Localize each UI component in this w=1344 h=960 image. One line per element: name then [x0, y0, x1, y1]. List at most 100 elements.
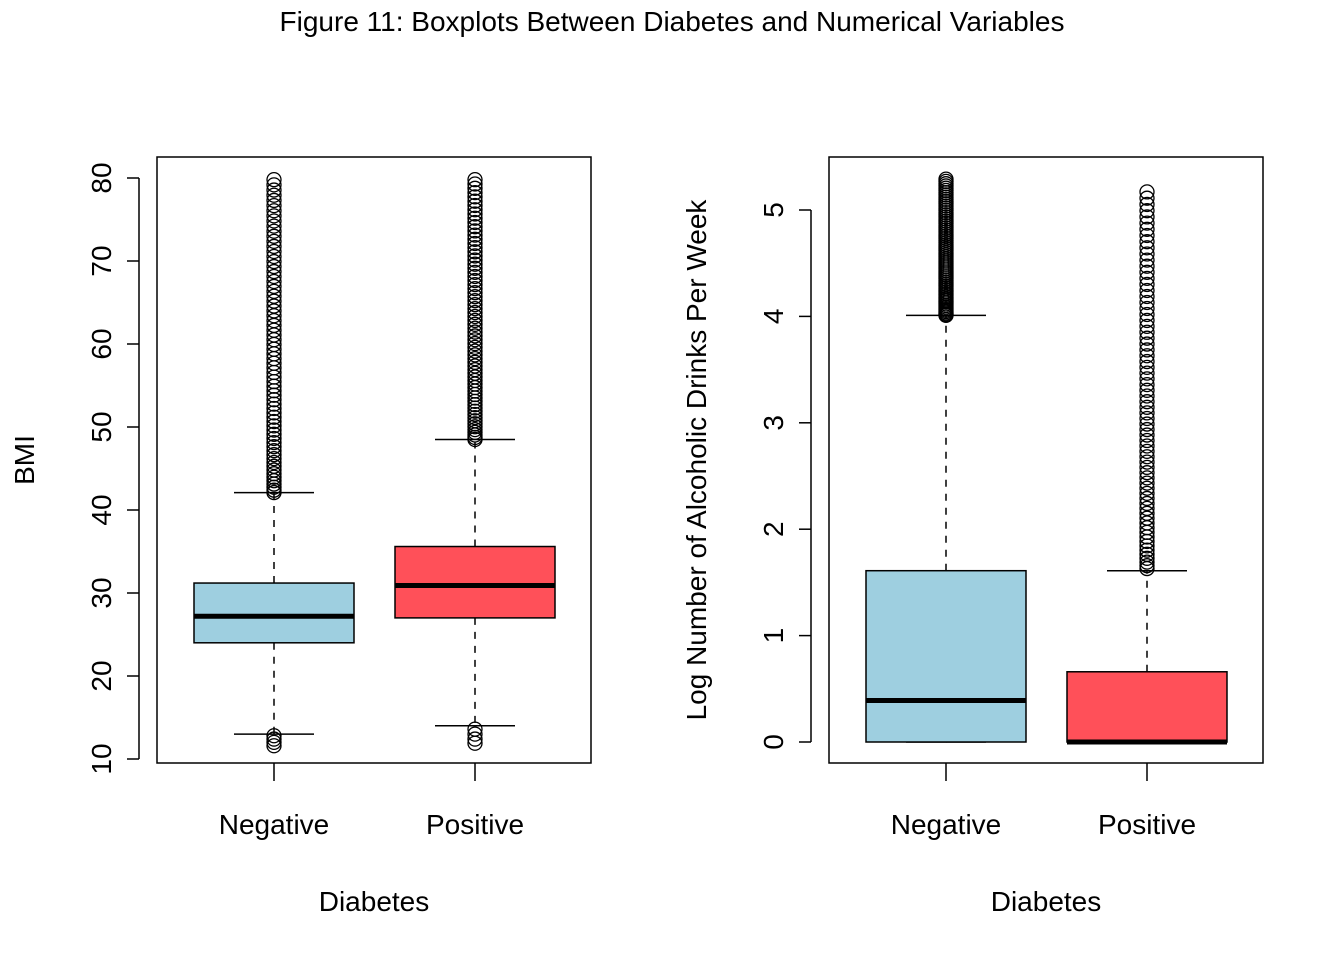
- outlier-point: [1139, 318, 1155, 335]
- outlier-point: [1139, 203, 1155, 219]
- outlier-point: [1139, 342, 1155, 358]
- outlier-point: [266, 430, 282, 447]
- outlier-point: [467, 347, 483, 363]
- outlier-point: [1139, 510, 1155, 526]
- outlier-point: [1139, 215, 1155, 231]
- outlier-point: [467, 413, 483, 429]
- outlier-point: [1139, 252, 1155, 268]
- y-tick-label: 4: [758, 309, 789, 325]
- outlier-point: [1139, 282, 1155, 299]
- y-tick-label: 5: [758, 202, 789, 218]
- outlier-point: [1139, 470, 1155, 486]
- outlier-point: [266, 233, 282, 250]
- outlier-point: [467, 189, 483, 205]
- outlier-point: [467, 219, 483, 235]
- outlier-point: [1139, 246, 1155, 262]
- outlier-point: [266, 177, 282, 193]
- outlier-point: [266, 413, 282, 430]
- outlier-point: [1139, 485, 1155, 502]
- y-tick-label: 40: [86, 494, 117, 525]
- outlier-point: [467, 312, 483, 329]
- outlier-point: [1139, 427, 1155, 443]
- outlier-point: [1139, 554, 1155, 570]
- outlier-point: [467, 276, 483, 293]
- outlier-point: [1139, 465, 1155, 481]
- outlier-point: [1139, 371, 1155, 387]
- outliers: [1139, 184, 1155, 577]
- outlier-point: [467, 244, 483, 260]
- outlier-point: [266, 443, 282, 459]
- outlier-point: [266, 283, 282, 300]
- y-tick-label: 10: [86, 743, 117, 774]
- alcohol-boxplot-panel: Log Number of Alcoholic Drinks Per Week …: [681, 156, 1264, 917]
- outlier-point: [467, 335, 483, 352]
- outlier-point: [266, 182, 282, 198]
- outlier-point: [1139, 490, 1155, 507]
- outlier-point: [1139, 234, 1155, 250]
- outlier-point: [467, 264, 483, 281]
- outlier-point: [467, 214, 483, 231]
- outlier-point: [1139, 240, 1155, 256]
- outlier-point: [467, 202, 483, 218]
- outlier-point: [266, 426, 282, 442]
- outlier-point: [1139, 324, 1155, 340]
- outlier-point: [467, 403, 483, 419]
- outlier-point: [467, 293, 483, 309]
- y-axis-label: Log Number of Alcoholic Drinks Per Week: [681, 199, 712, 721]
- outliers: [467, 172, 483, 751]
- outlier-point: [266, 731, 282, 747]
- outlier-point: [1139, 505, 1155, 521]
- outlier-point: [467, 354, 483, 370]
- outlier-point: [1139, 416, 1155, 432]
- y-axis-label: BMI: [9, 435, 40, 485]
- x-axis-ticks: Negative Positive: [891, 763, 1196, 840]
- outlier-point: [467, 300, 483, 317]
- outlier-point: [467, 260, 483, 276]
- outlier-point: [1139, 330, 1155, 346]
- outlier-point: [266, 253, 282, 270]
- outlier-point: [1139, 276, 1155, 293]
- outlier-point: [467, 320, 483, 336]
- outliers: [938, 171, 954, 323]
- outlier-point: [1139, 449, 1155, 465]
- outlier-point: [1139, 388, 1155, 404]
- outlier-point: [266, 208, 282, 224]
- outlier-point: [467, 180, 483, 196]
- outlier-point: [467, 339, 483, 356]
- outlier-point: [266, 273, 282, 290]
- box-positive: [1066, 184, 1228, 745]
- outlier-point: [1139, 300, 1155, 317]
- plot-frame: [156, 156, 592, 764]
- outlier-point: [467, 721, 483, 737]
- outlier-point: [266, 466, 282, 482]
- outlier-point: [467, 297, 483, 313]
- outlier-point: [266, 172, 282, 188]
- outlier-point: [266, 418, 282, 434]
- outlier-point: [266, 454, 282, 471]
- outlier-point: [266, 263, 282, 280]
- outlier-point: [1139, 438, 1155, 454]
- outlier-point: [467, 409, 483, 426]
- outlier-point: [467, 223, 483, 239]
- y-tick-label: 80: [86, 162, 117, 193]
- outlier-point: [467, 365, 483, 381]
- outlier-point: [467, 272, 483, 289]
- outlier-point: [1139, 546, 1155, 562]
- outlier-point: [1139, 475, 1155, 491]
- outlier-point: [467, 210, 483, 226]
- outlier-point: [1139, 459, 1155, 476]
- outlier-point: [1139, 190, 1155, 206]
- outlier-point: [266, 439, 282, 455]
- outlier-point: [1139, 394, 1155, 410]
- outlier-point: [1139, 421, 1155, 438]
- outlier-point: [1139, 306, 1155, 323]
- y-axis-ticks: 0 1 2 3 4 5: [758, 202, 812, 750]
- outlier-point: [266, 197, 282, 214]
- y-tick-label: 3: [758, 415, 789, 431]
- y-tick-label: 2: [758, 521, 789, 537]
- box-iqr: [865, 569, 1027, 743]
- outlier-point: [467, 197, 483, 214]
- outlier-point: [1139, 184, 1155, 200]
- outlier-point: [467, 358, 483, 374]
- outlier-point: [266, 734, 282, 751]
